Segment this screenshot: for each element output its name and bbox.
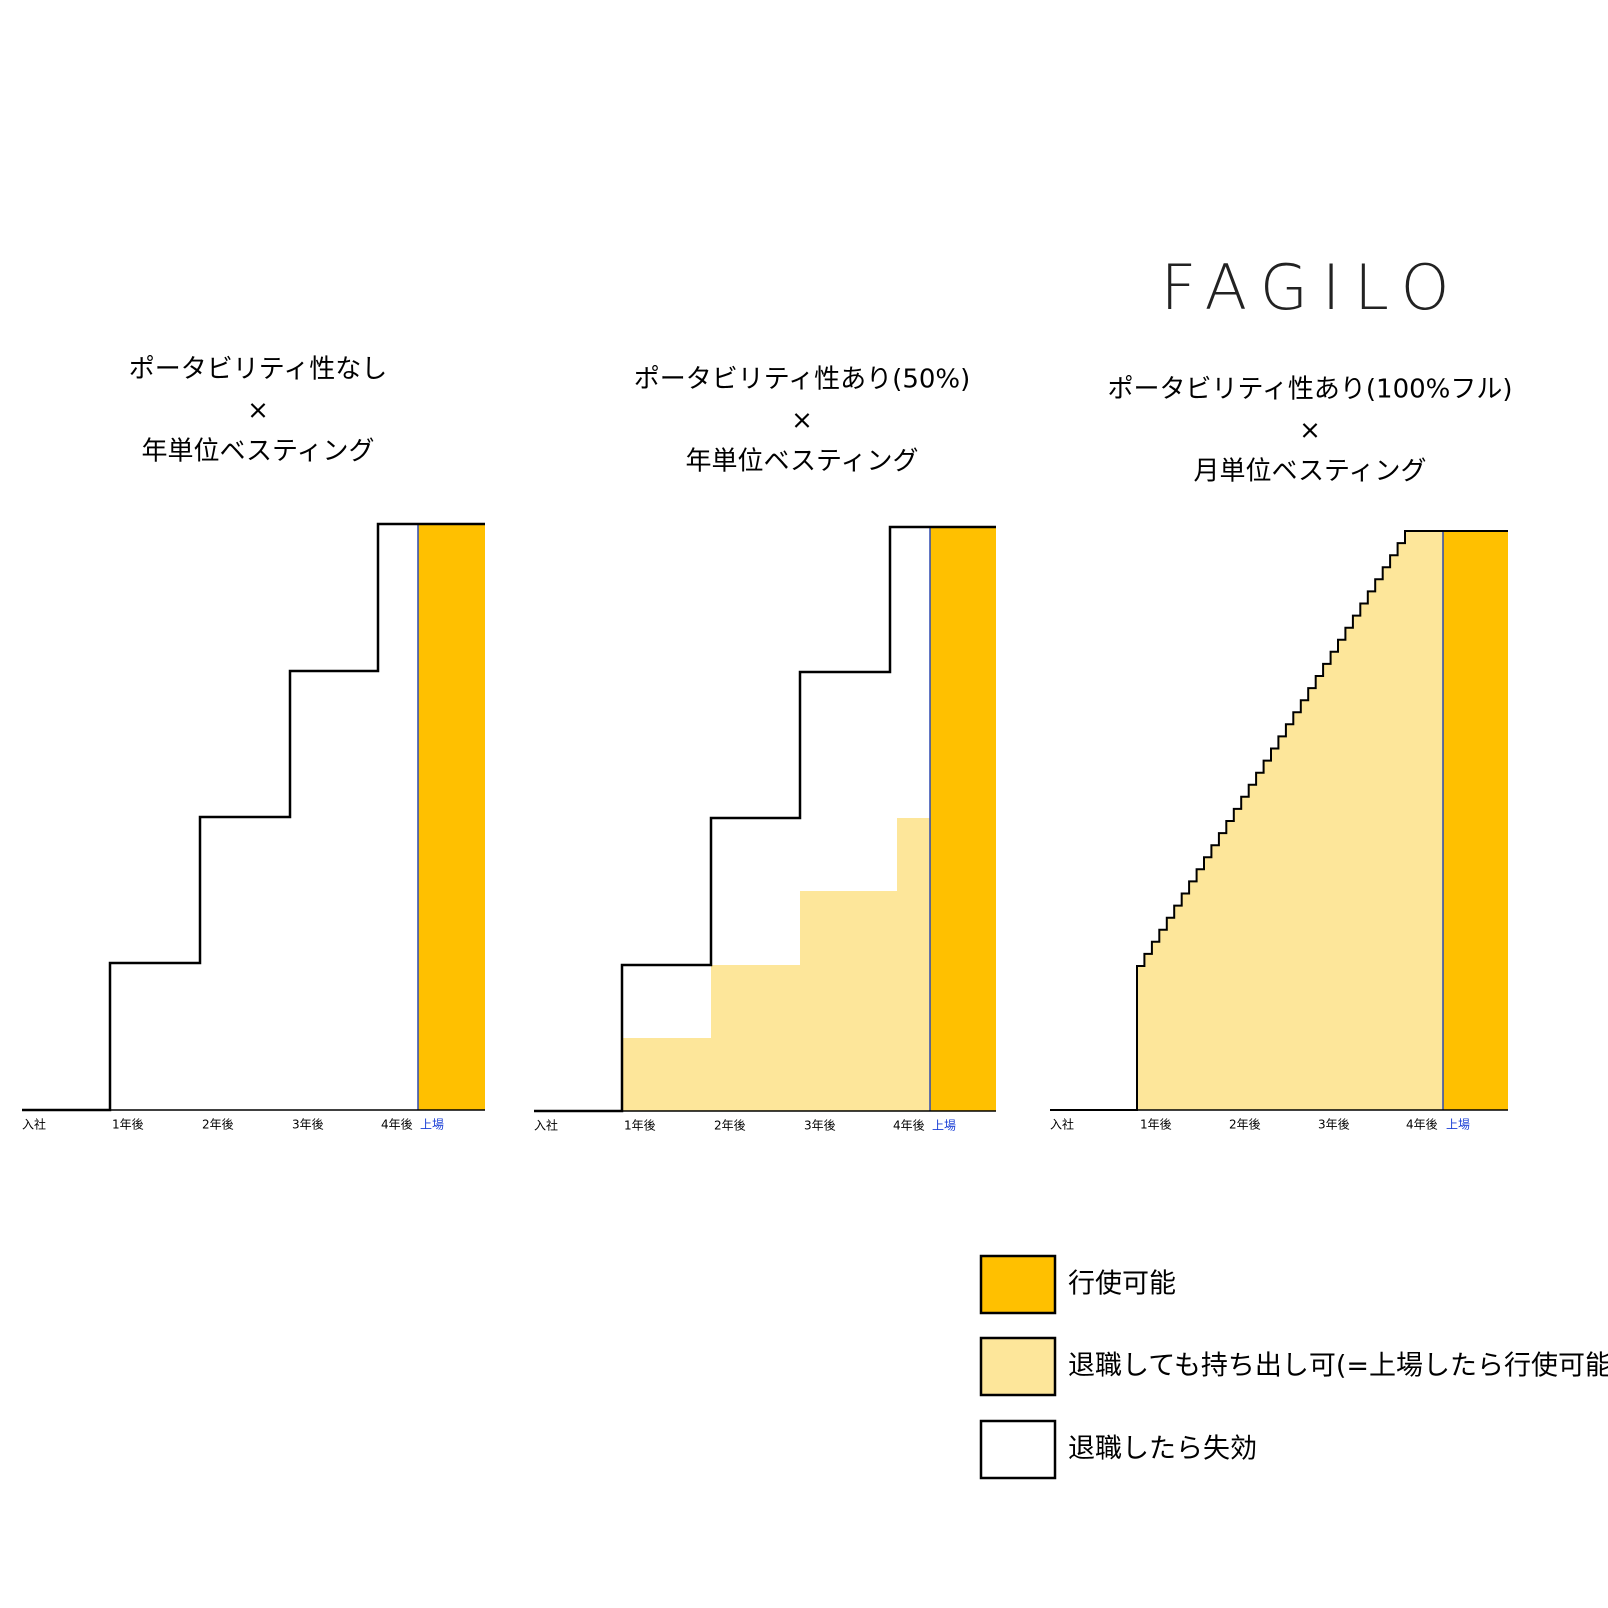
panel	[534, 525, 996, 1113]
panel-title: ×	[791, 406, 813, 436]
axis-label: 上場	[420, 1118, 444, 1132]
exercisable-area	[418, 524, 485, 1110]
axis-label: 2年後	[1229, 1118, 1261, 1132]
portable-area	[1137, 531, 1443, 1110]
axis-label: 1年後	[1140, 1118, 1172, 1132]
legend-swatch	[979, 1419, 1057, 1480]
panel-title: ×	[1299, 416, 1321, 446]
axis-label: 上場	[932, 1119, 956, 1133]
exercisable-area	[930, 527, 996, 1111]
legend-swatch	[979, 1254, 1057, 1315]
vesting-step-line	[22, 522, 485, 1112]
panel-title: 年単位ベスティング	[686, 447, 919, 477]
panel	[22, 522, 485, 1112]
panel	[1050, 530, 1508, 1111]
axis-label: 2年後	[714, 1119, 746, 1133]
legend: 行使可能 退職しても持ち出し可(=上場したら行使可能) 退職したら失効	[979, 1254, 1608, 1480]
panel-title: ポータビリティ性なし	[129, 355, 387, 385]
axis-label: 入社	[22, 1117, 46, 1132]
logo: FAGILO	[1161, 251, 1464, 324]
axis-label: 3年後	[292, 1118, 324, 1132]
axis-label: 4年後	[1406, 1118, 1438, 1132]
axis-label: 4年後	[381, 1118, 413, 1132]
axis-label: 1年後	[112, 1118, 144, 1132]
panel-title: ×	[247, 396, 269, 426]
axis-label: 2年後	[202, 1118, 234, 1132]
axis-label: 3年後	[1318, 1118, 1350, 1132]
legend-label: 退職しても持ち出し可(=上場したら行使可能)	[1068, 1351, 1608, 1382]
vesting-step-line	[534, 525, 996, 1113]
portable-area	[622, 818, 930, 1111]
panel-title: ポータビリティ性あり(50%)	[634, 365, 971, 395]
axis-label: 3年後	[804, 1119, 836, 1133]
axis-label: 入社	[1050, 1117, 1074, 1132]
panel-title: 年単位ベスティング	[142, 437, 375, 467]
axis-label: 入社	[534, 1118, 558, 1133]
legend-label: 行使可能	[1068, 1269, 1176, 1300]
legend-swatch	[979, 1336, 1057, 1397]
panel-title: 月単位ベスティング	[1194, 457, 1427, 487]
axis-label: 4年後	[893, 1119, 925, 1133]
axis-label: 上場	[1446, 1118, 1470, 1132]
legend-label: 退職したら失効	[1068, 1434, 1257, 1465]
axis-label: 1年後	[624, 1119, 656, 1133]
vesting-step-line	[1050, 530, 1508, 1111]
panel-title: ポータビリティ性あり(100%フル)	[1107, 375, 1512, 405]
exercisable-area	[1443, 531, 1508, 1110]
